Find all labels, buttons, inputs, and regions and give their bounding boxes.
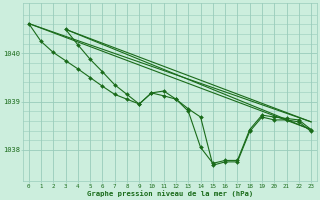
X-axis label: Graphe pression niveau de la mer (hPa): Graphe pression niveau de la mer (hPa) [87,190,253,197]
